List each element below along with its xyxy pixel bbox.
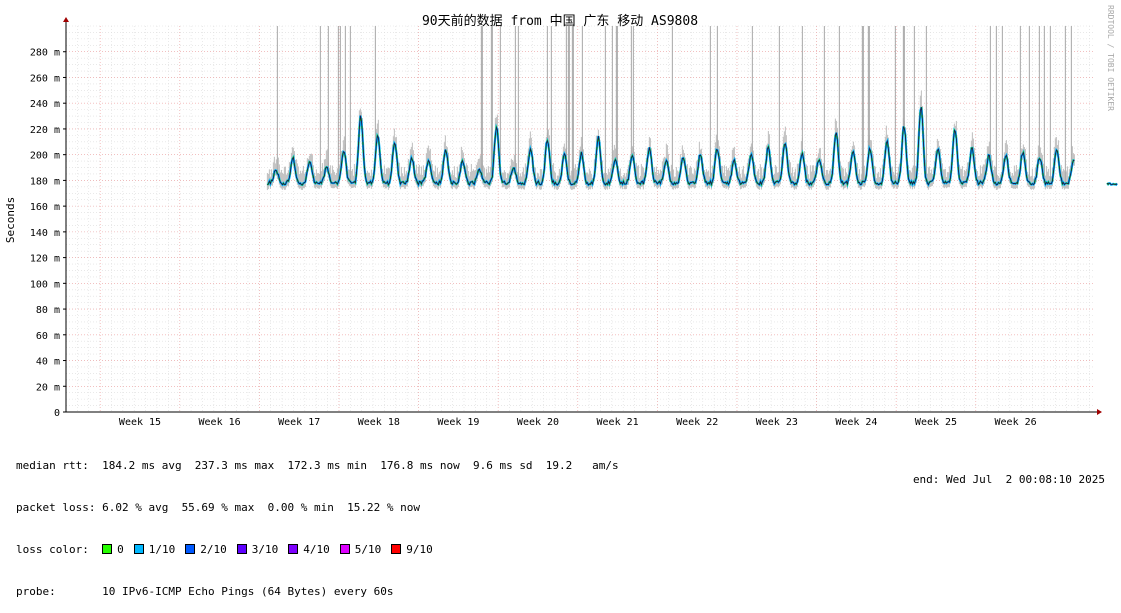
loss-color-item: 0 (102, 543, 124, 556)
y-tick-label: 220 m (30, 125, 60, 136)
loss-color-label: 2/10 (200, 543, 227, 556)
smokeping-chart: 0 20 m 40 m 60 m 80 m 100 m 120 m 140 m 160 m 180… (4, 5, 1118, 428)
median-line (267, 107, 1075, 186)
x-tick-label: Week 24 (835, 417, 877, 428)
loss-color-label: 4/10 (303, 543, 330, 556)
y-tick-label: 180 m (30, 176, 60, 187)
loss-color-label: 1/10 (148, 543, 176, 556)
median-line (1106, 182, 1118, 186)
loss-color-swatch (185, 544, 196, 554)
x-tick-label: Week 23 (756, 417, 798, 428)
y-tick-label: 40 m (36, 357, 60, 368)
x-tick-label: Week 16 (199, 417, 241, 428)
loss-color-item: 2/10 (185, 543, 227, 556)
rrdtool-watermark: RRDTOOL / TOBI OETIKER (1106, 5, 1115, 111)
packet-loss-stats: packet loss: 6.02 % avg 55.69 % max 0.00… (16, 501, 420, 514)
loss-spikes (276, 26, 1072, 185)
x-tick-label: Week 17 (278, 417, 320, 428)
loss-color-swatch (391, 544, 402, 554)
probe-info: probe: 10 IPv6-ICMP Echo Pings (64 Bytes… (16, 585, 394, 598)
x-tick-label: Week 21 (597, 417, 639, 428)
loss-color-item: 4/10 (288, 543, 330, 556)
loss-color-label: 0 (117, 543, 124, 556)
y-tick-label: 120 m (30, 254, 60, 265)
x-tick-label: Week 19 (437, 417, 479, 428)
y-tick-label: 260 m (30, 73, 60, 84)
chart-title: 90天前的数据 from 中国 广东 移动 AS9808 (422, 13, 698, 29)
loss-color-item: 3/10 (236, 543, 279, 556)
y-tick-label: 100 m (30, 279, 60, 290)
legend: median rtt: 184.2 ms avg 237.3 ms max 17… (16, 431, 619, 613)
y-tick-label: 140 m (30, 228, 60, 239)
end-timestamp: end: Wed Jul 2 00:08:10 2025 (912, 473, 1105, 486)
y-tick-labels: 0 20 m 40 m 60 m 80 m 100 m 120 m 140 m 160 m 180… (30, 48, 60, 419)
loss-color-item: 9/10 (391, 543, 433, 556)
y-tick-label: 20 m (36, 382, 60, 393)
x-tick-label: Week 26 (995, 417, 1037, 428)
loss-color-label: 3/10 (251, 543, 279, 556)
loss-color-label: 5/10 (354, 543, 382, 556)
y-axis-label: Seconds (4, 197, 17, 243)
x-tick-label: Week 22 (676, 417, 718, 428)
y-tick-label: 240 m (30, 99, 60, 110)
loss-color-swatch (236, 544, 247, 554)
loss-color-label: 9/10 (406, 543, 433, 556)
loss-color-swatch (339, 544, 350, 554)
x-tick-label: Week 15 (119, 417, 161, 428)
x-tick-labels: Week 15 Week 16 Week 17 Week 18 Week 19 Week … (119, 417, 1037, 428)
y-tick-label: 160 m (30, 202, 60, 213)
axes (63, 17, 1102, 415)
y-axis-arrow (63, 17, 69, 22)
y-tick-label: 280 m (30, 48, 60, 59)
minor-grid (65, 25, 1093, 413)
loss-color-item: 1/10 (133, 543, 176, 556)
x-axis-arrow (1097, 409, 1102, 415)
x-tick-label: Week 18 (358, 417, 400, 428)
median-rtt-line (266, 106, 1118, 189)
loss-color-swatch (288, 544, 299, 554)
median-rtt-stats: median rtt: 184.2 ms avg 237.3 ms max 17… (16, 459, 619, 472)
loss-color-label: loss color: (16, 543, 89, 556)
loss-color-legend: loss color: 0 1/10 2/10 3/10 4/10 5/10 9/10 (16, 543, 619, 557)
y-tick-label: 60 m (36, 331, 60, 342)
y-tick-label: 80 m (36, 305, 60, 316)
loss-color-swatch (133, 544, 144, 554)
x-tick-label: Week 20 (517, 417, 559, 428)
loss-color-items: 0 1/10 2/10 3/10 4/10 5/10 9/10 (102, 543, 443, 556)
x-tick-label: Week 25 (915, 417, 957, 428)
y-tick-label: 0 (54, 408, 60, 419)
loss-color-swatch (102, 544, 113, 554)
major-grid (66, 26, 1093, 413)
y-tick-label: 200 m (30, 151, 60, 162)
loss-color-item: 5/10 (339, 543, 382, 556)
